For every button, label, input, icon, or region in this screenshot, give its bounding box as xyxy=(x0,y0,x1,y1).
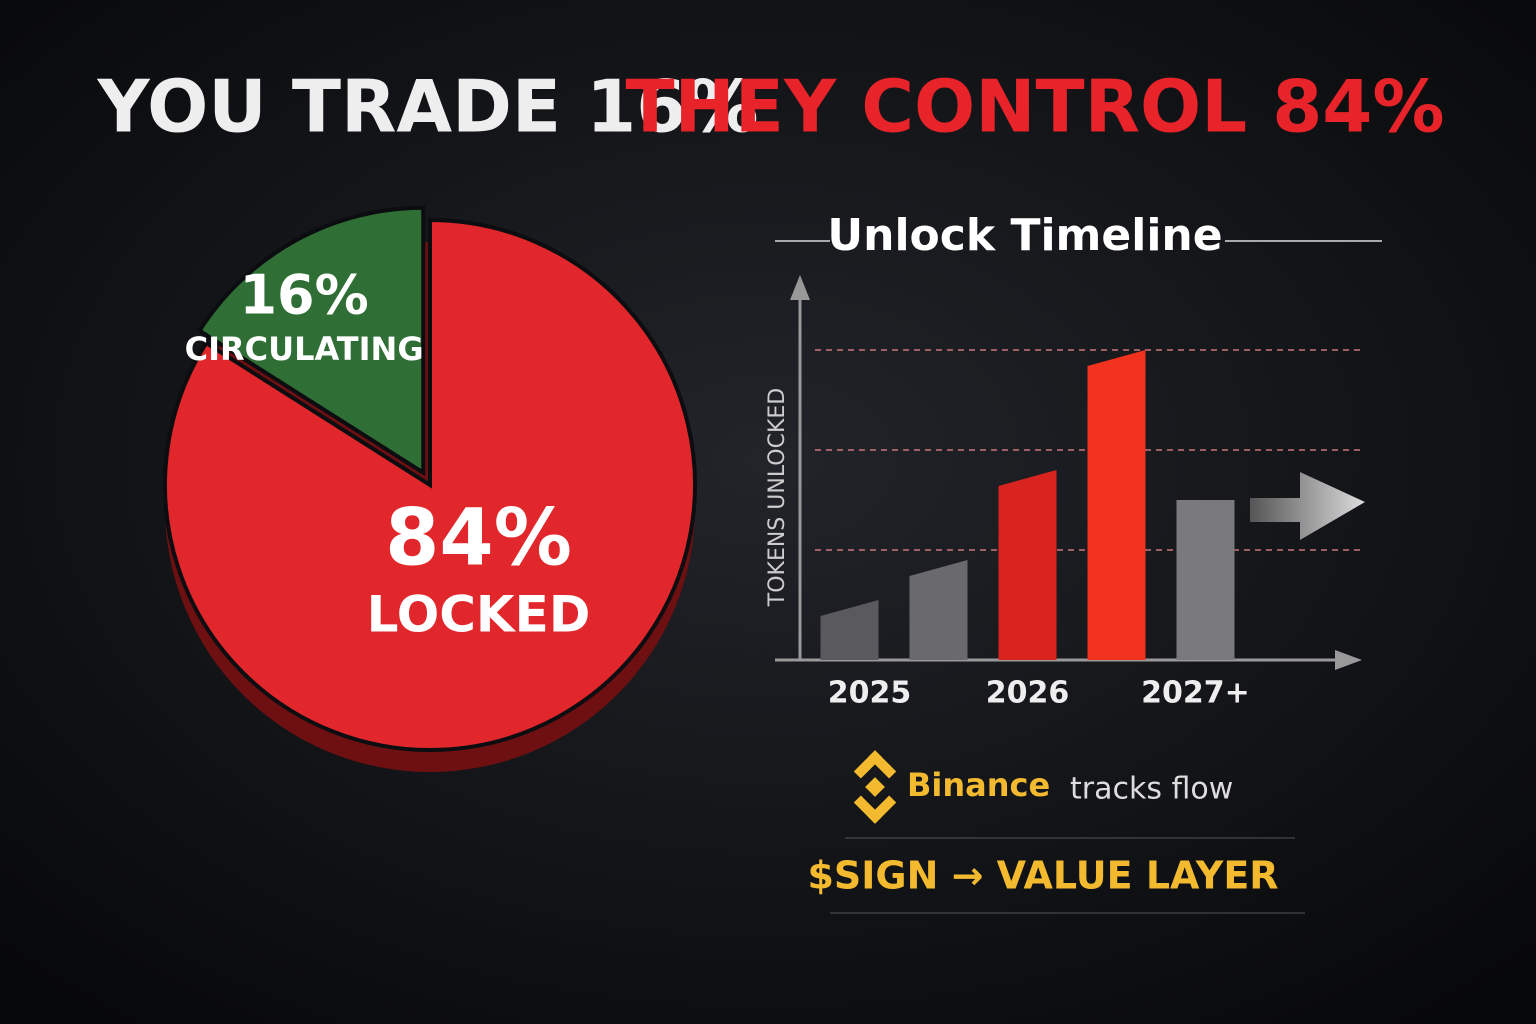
slice-value-label: 16% xyxy=(239,263,368,326)
pie-slice xyxy=(163,217,697,752)
x-tick-label: 2025 xyxy=(828,676,912,711)
y-axis-arrow xyxy=(790,275,810,300)
x-tick-label: 2027+ xyxy=(1141,676,1250,711)
trend-arrow xyxy=(1250,472,1365,540)
pie-slice xyxy=(196,205,426,477)
slogan: $SIGN → VALUE LAYER xyxy=(807,854,1278,898)
bar xyxy=(909,560,968,660)
bar xyxy=(998,470,1057,660)
slice-value-label: 84% xyxy=(385,494,572,584)
bar xyxy=(1087,350,1146,660)
x-tick-label: 2026 xyxy=(986,676,1070,711)
x-axis-arrow xyxy=(1335,650,1362,670)
brand: Binance xyxy=(907,766,1050,804)
headline-left: YOU TRADE 16% xyxy=(97,65,759,149)
bar xyxy=(820,600,879,660)
slice-category-label: LOCKED xyxy=(367,586,591,644)
chart-title: Unlock Timeline xyxy=(827,210,1222,261)
y-axis-label: TOKENS UNLOCKED xyxy=(765,388,790,607)
headline-right: THEY CONTROL 84% xyxy=(625,65,1444,149)
tagline: tracks flow xyxy=(1070,772,1233,807)
bar xyxy=(1176,500,1235,660)
slice-category-label: CIRCULATING xyxy=(185,330,424,368)
